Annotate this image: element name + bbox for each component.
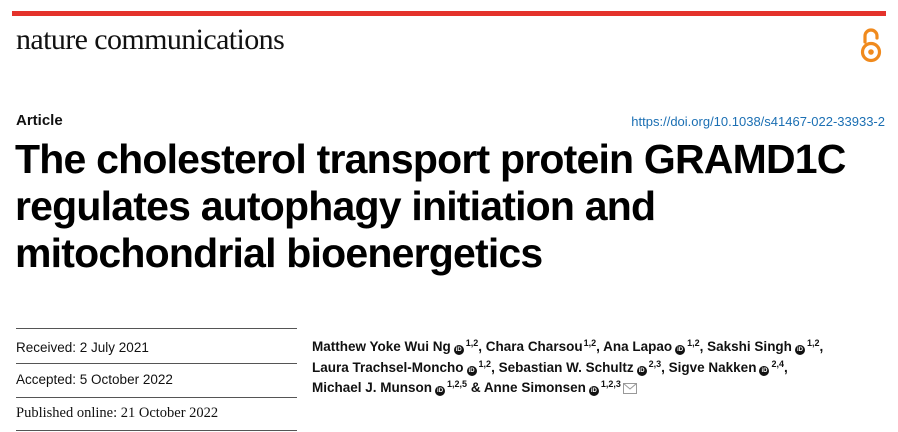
author-name[interactable]: Chara Charsou [485,339,583,354]
orcid-icon[interactable]: iD [435,386,446,396]
author-line: Laura Trachsel-Moncho iD1,2, Sebastian W.… [312,358,898,379]
orcid-icon[interactable]: iD [588,386,599,396]
author-separator: , [699,339,708,354]
author-separator: , [596,339,604,354]
affiliation-sup: 1,2 [583,338,597,348]
divider [16,430,297,431]
divider [16,397,297,398]
paper-title: The cholesterol transport protein GRAMD1… [15,136,895,277]
author-separator: , [783,359,788,375]
author-separator: , [491,359,499,375]
author-line: Michael J. Munson iD1,2,5 & Anne Simonsen… [312,378,898,399]
article-type-label: Article [16,112,63,129]
journal-name: nature communications [16,23,285,56]
author-separator: , [819,339,824,354]
journal-accent-bar [12,11,886,16]
author-list: Matthew Yoke Wui Ng iD1,2, Chara Charsou1… [312,337,898,399]
author-name[interactable]: Sebastian W. Schultz [498,359,634,375]
envelope-icon[interactable] [622,383,637,394]
doi-link[interactable]: https://doi.org/10.1038/s41467-022-33933… [631,114,885,129]
affiliation-sup: 1,2 [687,338,700,348]
accepted-date: Accepted: 5 October 2022 [16,372,173,387]
received-date: Received: 2 July 2021 [16,340,149,355]
orcid-icon[interactable]: iD [675,345,686,355]
author-name[interactable]: Matthew Yoke Wui Ng [312,339,451,354]
title-line: mitochondrial bioenergetics [15,230,543,276]
title-line: The cholesterol transport protein GRAMD1… [15,136,846,182]
author-separator: , [661,359,669,375]
author-name[interactable]: Michael J. Munson [312,380,433,395]
divider [16,328,297,329]
orcid-icon[interactable]: iD [453,345,464,355]
orcid-icon[interactable]: iD [636,365,647,376]
affiliation-sup: 1,2,5 [447,379,468,389]
affiliation-sup: 2,4 [771,358,784,369]
author-name[interactable]: Sakshi Singh [707,339,792,354]
author-separator: & [467,380,484,395]
divider [16,363,297,364]
author-line: Matthew Yoke Wui Ng iD1,2, Chara Charsou1… [312,337,898,358]
affiliation-sup: 1,2 [478,358,492,369]
affiliation-sup: 2,3 [648,358,662,369]
orcid-icon[interactable]: iD [794,345,805,355]
author-separator: , [478,339,486,354]
author-name[interactable]: Sigve Nakken [668,359,757,375]
affiliation-sup: 1,2,3 [600,379,621,389]
title-line: regulates autophagy initiation and [15,183,656,229]
orcid-icon[interactable]: iD [466,365,477,376]
orcid-icon[interactable]: iD [759,365,770,376]
affiliation-sup: 1,2 [465,338,479,348]
affiliation-sup: 1,2 [806,338,820,348]
author-name[interactable]: Ana Lapao [603,339,673,354]
author-name[interactable]: Anne Simonsen [483,380,586,395]
open-access-lock-icon[interactable] [858,27,884,63]
author-name[interactable]: Laura Trachsel-Moncho [312,359,464,375]
published-date: Published online: 21 October 2022 [16,405,219,421]
